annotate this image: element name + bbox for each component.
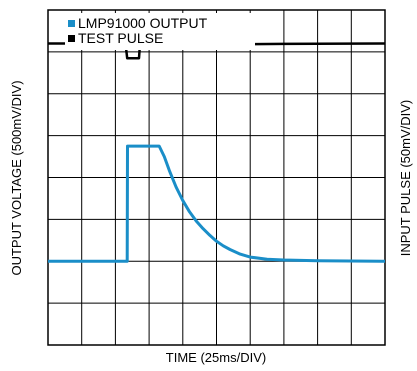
- right-axis-label: INPUT PULSE (50mV/DIV): [398, 100, 413, 257]
- legend-background: [65, 13, 255, 50]
- legend-label: LMP91000 OUTPUT: [78, 15, 208, 31]
- legend-swatch: [68, 20, 75, 27]
- y-axis-label: OUTPUT VOLTAGE (500mV/DIV): [9, 80, 24, 275]
- legend-label: TEST PULSE: [78, 30, 163, 46]
- x-axis-label: TIME (25ms/DIV): [166, 350, 266, 365]
- legend-swatch: [68, 35, 75, 42]
- plot-frame: [47, 9, 386, 346]
- grid: [48, 10, 385, 345]
- series-line-lmp91000-output: [48, 144, 386, 263]
